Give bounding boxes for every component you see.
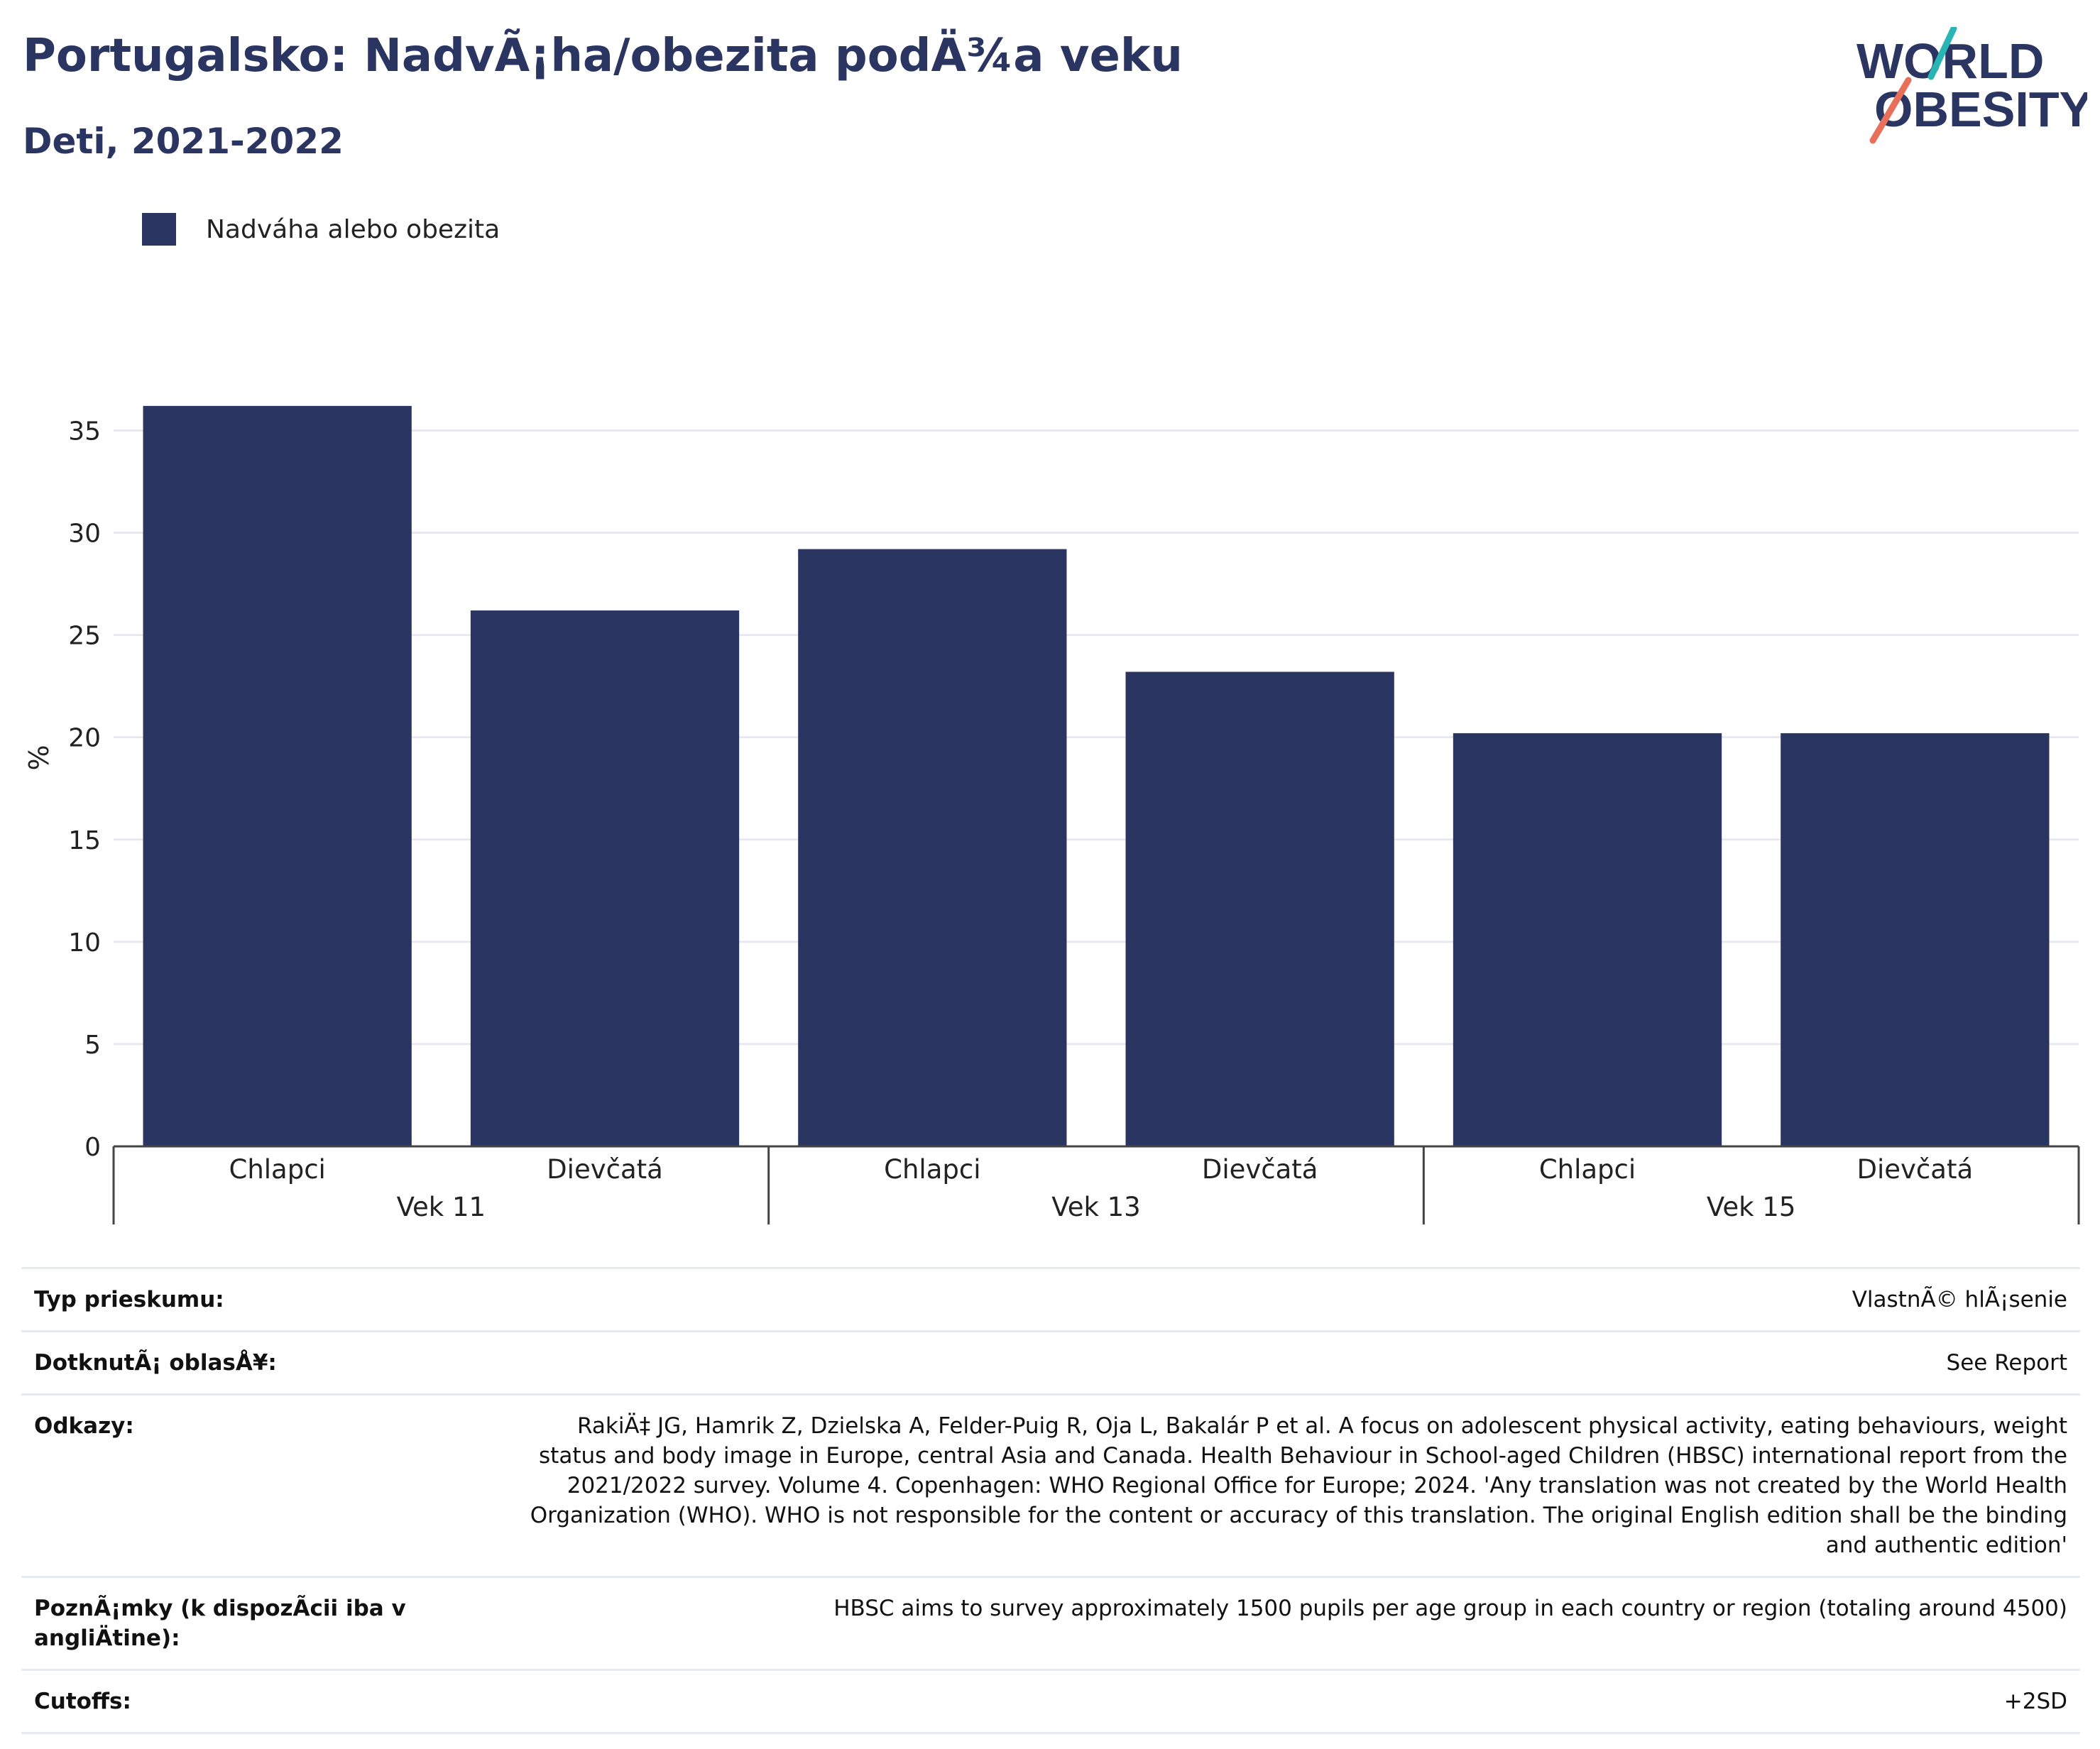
info-row-area: DotknutÃ¡ oblasÅ¥: See Report xyxy=(21,1330,2080,1393)
x-tick-label: Dievčatá xyxy=(1202,1154,1318,1185)
info-table: Typ prieskumu: VlastnÃ© hlÃ¡senie Dotknu… xyxy=(21,1267,2080,1734)
y-axis-label: % xyxy=(23,745,55,770)
y-tick-label: 10 xyxy=(68,928,101,958)
bar xyxy=(798,549,1067,1146)
group-label: Vek 13 xyxy=(1051,1192,1140,1222)
bar-chart: 0 5 10 15 20 25 30 35% Chlapci Dievčatá Chlapci Die… xyxy=(23,405,2080,1224)
info-row-cutoffs: Cutoffs: +2SD xyxy=(21,1669,2080,1734)
y-tick-label: 15 xyxy=(68,826,101,855)
logo-slash-coral xyxy=(1869,77,1912,144)
info-value: RakiÄ‡ JG, Hamrik Z, Dzielska A, Felder-… xyxy=(530,1413,2067,1558)
x-tick-label: Chlapci xyxy=(229,1154,325,1185)
info-value: HBSC aims to survey approximately 1500 p… xyxy=(833,1596,2067,1621)
group-label: Vek 11 xyxy=(397,1192,486,1222)
info-row-notes: PoznÃ¡mky (k dispozÃ­cii iba v angliÄtin… xyxy=(21,1576,2080,1669)
x-tick-label: Dievčatá xyxy=(1857,1154,1974,1185)
bar xyxy=(1125,671,1394,1146)
info-value: See Report xyxy=(1946,1350,2067,1376)
bar xyxy=(470,610,740,1146)
info-row-references: Odkazy: RakiÄ‡ JG, Hamrik Z, Dzielska A,… xyxy=(21,1393,2080,1576)
group-label: Vek 15 xyxy=(1707,1192,1795,1222)
info-value: +2SD xyxy=(2003,1689,2067,1714)
x-tick-label: Chlapci xyxy=(1539,1154,1636,1185)
bar xyxy=(1453,733,1722,1146)
info-label: Typ prieskumu: xyxy=(34,1287,224,1312)
logo-slash-teal xyxy=(1927,27,1957,80)
info-label: Cutoffs: xyxy=(34,1689,131,1714)
world-obesity-logo: WORLD OBESITY xyxy=(1856,27,2087,144)
y-tick-label: 20 xyxy=(68,724,101,753)
bar xyxy=(143,405,412,1146)
info-row-survey-type: Typ prieskumu: VlastnÃ© hlÃ¡senie xyxy=(21,1267,2080,1330)
info-label: DotknutÃ¡ oblasÅ¥: xyxy=(34,1350,277,1376)
y-tick-label: 25 xyxy=(68,622,101,651)
y-tick-label: 30 xyxy=(68,520,101,549)
chart-title: Portugalsko: NadvÃ¡ha/obezita podÄ¾a vek… xyxy=(23,30,1183,82)
info-label: PoznÃ¡mky (k dispozÃ­cii iba v angliÄtin… xyxy=(34,1596,406,1651)
chart-subtitle: Deti, 2021-2022 xyxy=(23,121,344,162)
logo-text-obesity: OBESITY xyxy=(1874,82,2087,137)
y-tick-label: 35 xyxy=(68,417,101,446)
info-value: VlastnÃ© hlÃ¡senie xyxy=(1852,1287,2067,1312)
y-tick-label: 5 xyxy=(84,1031,101,1060)
legend-swatch xyxy=(142,213,176,246)
x-tick-label: Chlapci xyxy=(884,1154,980,1185)
x-tick-label: Dievčatá xyxy=(547,1154,663,1185)
bar xyxy=(1781,733,2050,1146)
legend-label: Nadváha alebo obezita xyxy=(206,214,501,244)
info-label: Odkazy: xyxy=(34,1413,134,1439)
legend: Nadváha alebo obezita xyxy=(142,213,500,246)
y-tick-label: 0 xyxy=(84,1133,101,1162)
